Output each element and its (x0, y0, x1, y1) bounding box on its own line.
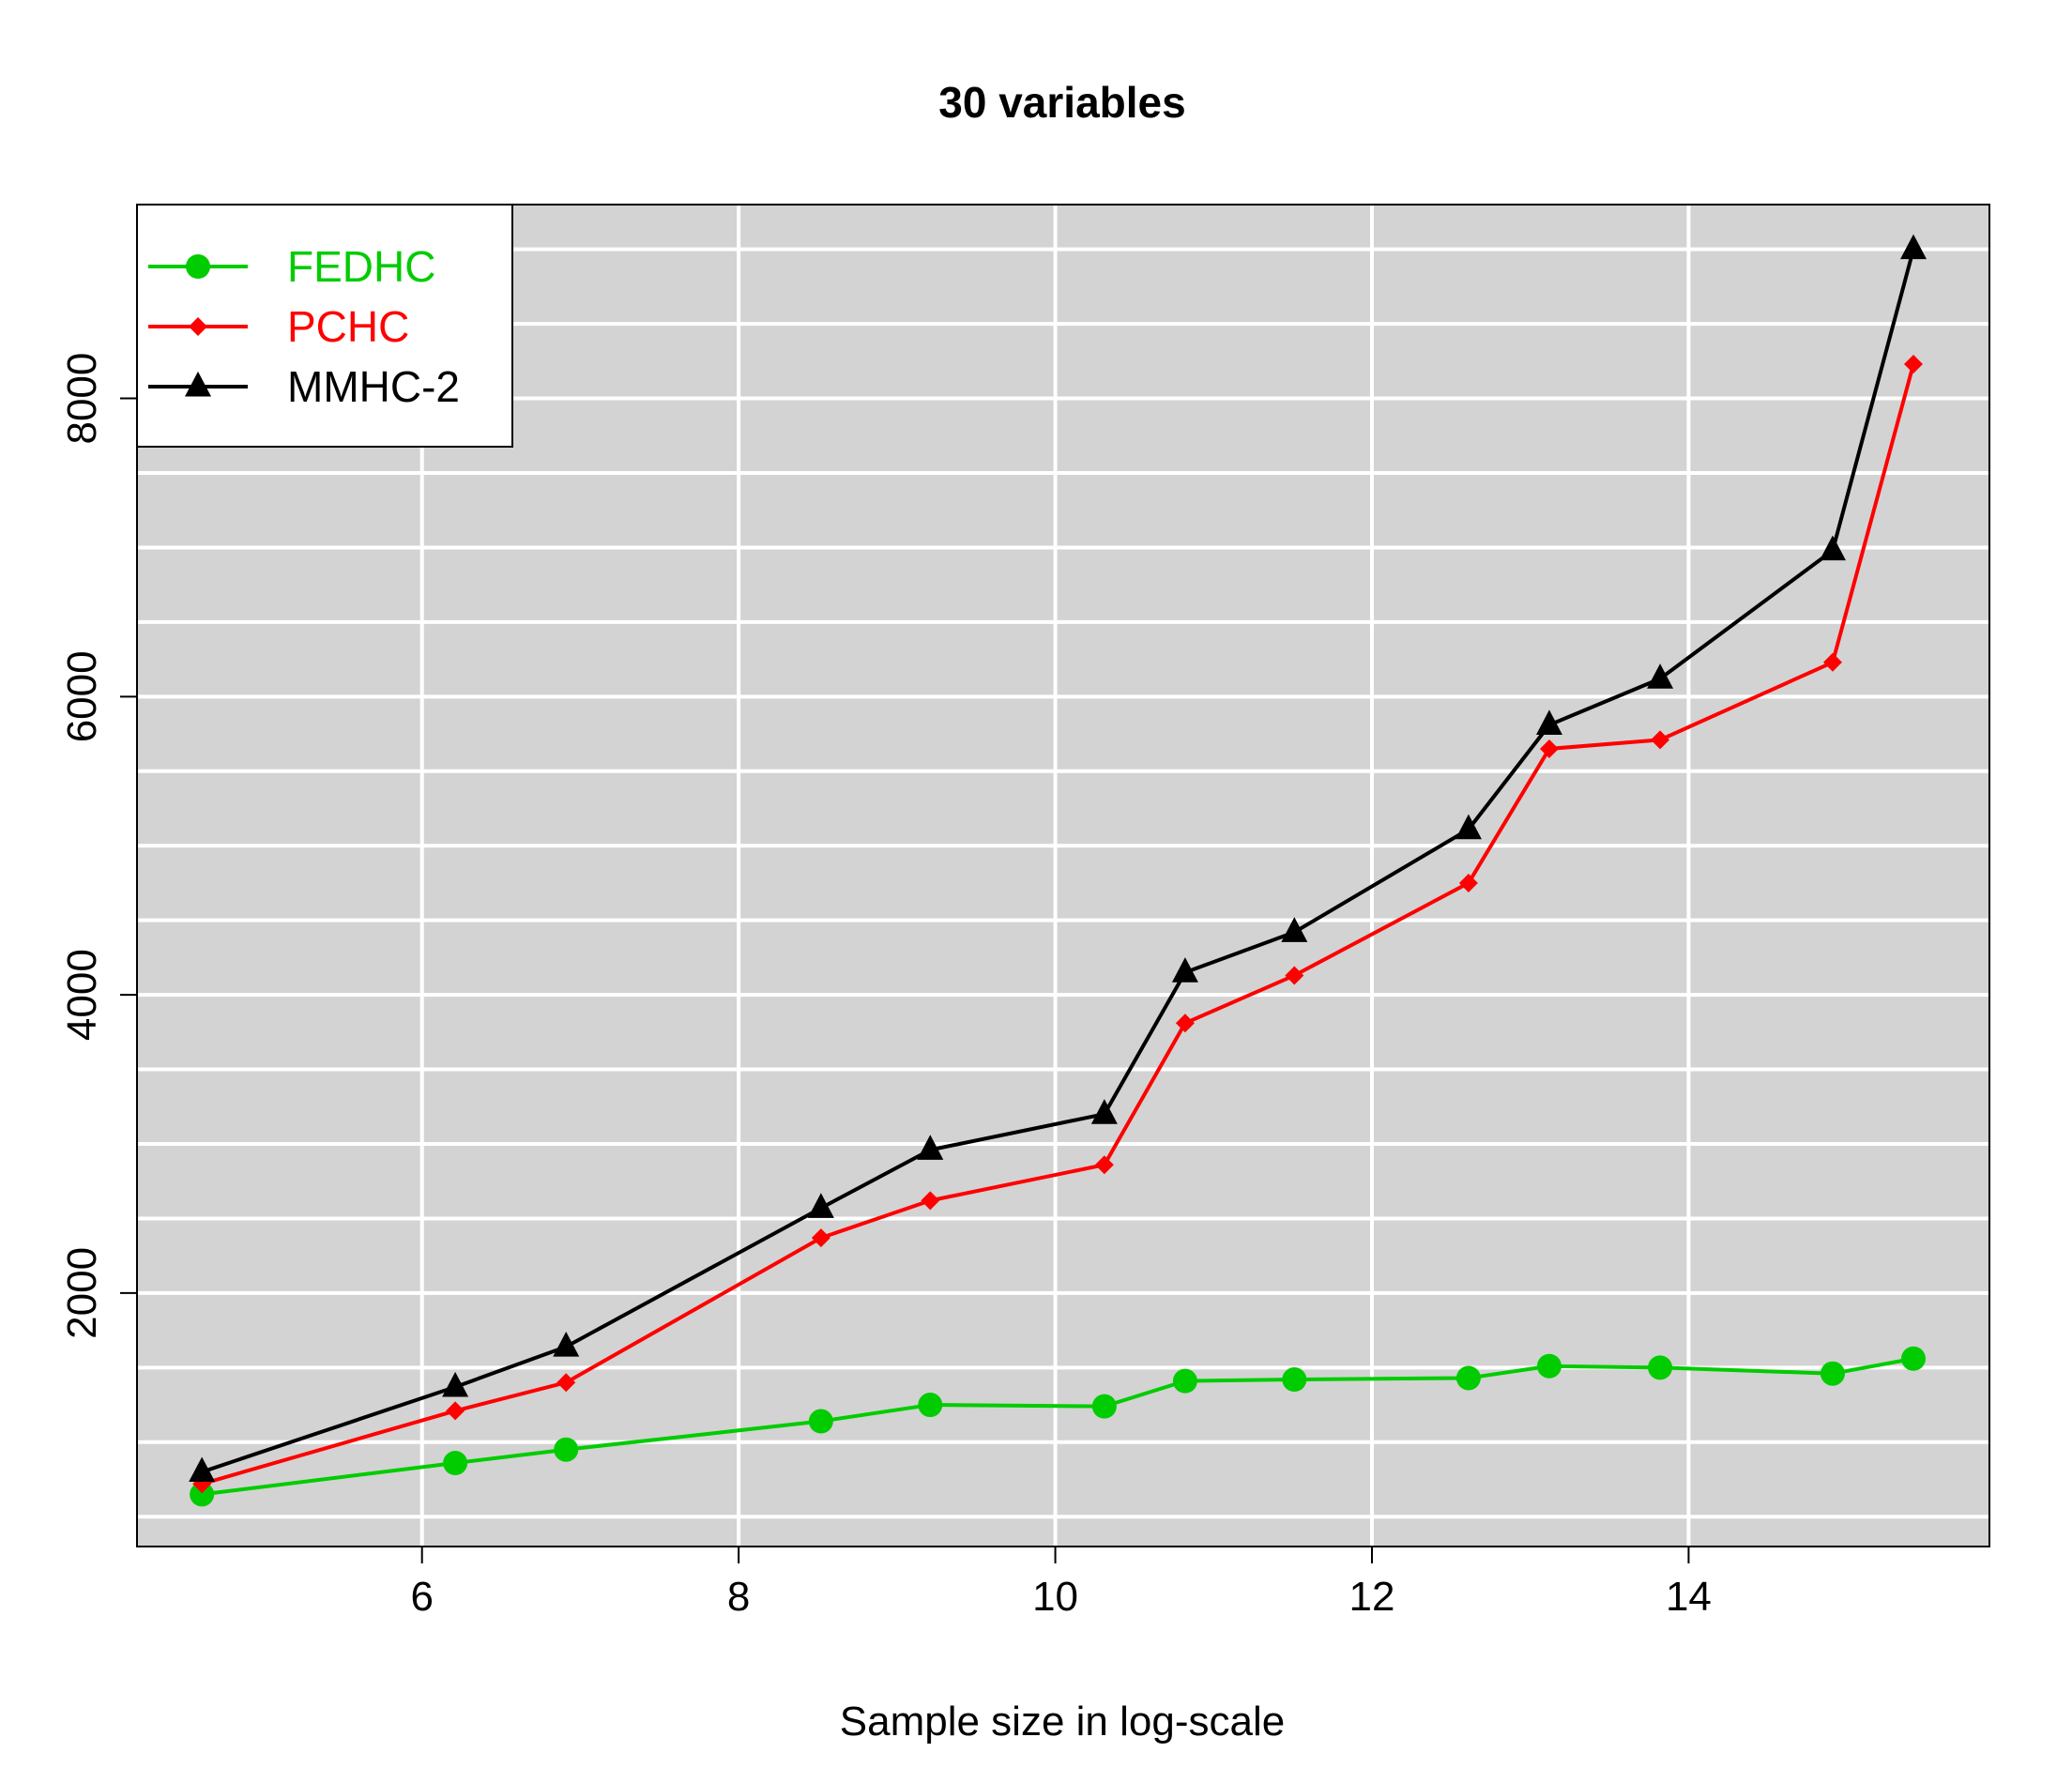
data-point-pchc (1458, 873, 1478, 892)
x-tick-label: 14 (1666, 1574, 1712, 1620)
data-point-fedhc (1648, 1355, 1673, 1380)
data-point-pchc (811, 1228, 830, 1248)
data-point-mmhc-2 (807, 1193, 834, 1218)
legend-marker-mmhc-2 (185, 371, 211, 397)
plot-frame (136, 204, 1990, 1547)
legend-label-pchc: PCHC (287, 302, 409, 351)
series-mmhc-2 (189, 234, 1927, 1483)
data-point-fedhc (443, 1451, 468, 1476)
data-point-fedhc (1282, 1367, 1307, 1393)
chart-title: 30 variables (938, 78, 1185, 127)
data-point-pchc (1094, 1155, 1114, 1175)
data-point-fedhc (1820, 1361, 1845, 1386)
y-tick-label: 2000 (59, 1247, 105, 1339)
data-point-fedhc (918, 1393, 943, 1418)
data-point-mmhc-2 (553, 1331, 580, 1357)
legend-label-fedhc: FEDHC (287, 242, 435, 291)
x-tick-label: 10 (1032, 1574, 1078, 1620)
data-point-mmhc-2 (442, 1371, 469, 1397)
legend: FEDHC PCHC MMHC-2 (136, 204, 513, 448)
data-point-pchc (1651, 730, 1670, 750)
data-point-fedhc (190, 1482, 215, 1507)
data-point-pchc (1822, 652, 1842, 672)
data-point-mmhc-2 (1647, 663, 1674, 689)
data-point-mmhc-2 (1281, 917, 1308, 942)
data-point-fedhc (808, 1409, 833, 1434)
x-tick-label: 6 (410, 1574, 433, 1620)
data-point-pchc (921, 1191, 940, 1211)
data-point-pchc (446, 1401, 465, 1421)
legend-marker-fedhc (186, 254, 210, 279)
x-axis-label: Sample size in log-scale (840, 1699, 1285, 1745)
data-point-pchc (1175, 1013, 1195, 1033)
data-point-pchc (1539, 739, 1559, 758)
data-point-fedhc (1901, 1346, 1927, 1371)
data-point-fedhc (1455, 1365, 1481, 1391)
data-point-pchc (1285, 966, 1304, 985)
data-point-fedhc (1172, 1368, 1197, 1394)
data-point-mmhc-2 (1171, 957, 1198, 983)
legend-marker-pchc (189, 317, 207, 336)
y-tick-label: 6000 (59, 650, 105, 742)
data-point-fedhc (1091, 1394, 1117, 1419)
data-point-pchc (1904, 355, 1924, 374)
data-point-mmhc-2 (189, 1456, 216, 1483)
x-tick-label: 8 (727, 1574, 750, 1620)
data-point-pchc (556, 1373, 576, 1393)
data-point-mmhc-2 (1535, 709, 1562, 736)
x-tick-label: 12 (1349, 1574, 1395, 1620)
data-point-mmhc-2 (1900, 234, 1927, 260)
data-point-fedhc (1536, 1353, 1562, 1379)
data-point-mmhc-2 (1455, 814, 1482, 840)
data-point-mmhc-2 (1819, 535, 1846, 561)
y-tick-label: 8000 (59, 353, 105, 445)
data-point-mmhc-2 (1090, 1099, 1118, 1124)
legend-label-mmhc-2: MMHC-2 (287, 362, 460, 411)
data-point-fedhc (554, 1437, 579, 1462)
y-tick-label: 4000 (59, 949, 105, 1041)
series-fedhc (190, 1346, 1927, 1507)
data-point-mmhc-2 (917, 1135, 944, 1160)
